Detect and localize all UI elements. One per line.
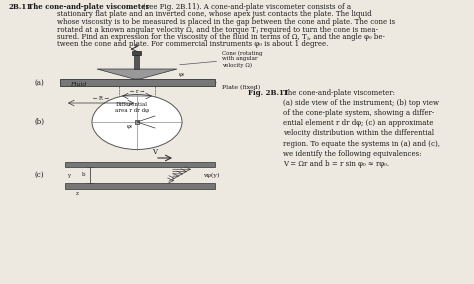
Bar — [135, 120, 139, 124]
Ellipse shape — [92, 95, 182, 149]
Text: vφ(y): vφ(y) — [203, 172, 219, 178]
Text: (b): (b) — [35, 118, 45, 126]
Text: p: p — [135, 43, 138, 48]
Bar — [65, 183, 215, 189]
Text: V: V — [152, 148, 157, 156]
Text: ← r →: ← r → — [130, 89, 144, 94]
Text: ← R →: ← R → — [93, 96, 109, 101]
Text: b: b — [82, 172, 85, 178]
Bar — [65, 162, 215, 167]
Text: (see Fig. 2B.11). A cone-and-plate viscometer consists of a: (see Fig. 2B.11). A cone-and-plate visco… — [143, 3, 351, 11]
Text: tween the cone and plate. For commercial instruments φ₀ is about 1 degree.: tween the cone and plate. For commercial… — [57, 41, 328, 49]
Text: sured. Find an expression for the viscosity of the fluid in terms of Ω, Tⱼ, and : sured. Find an expression for the viscos… — [57, 33, 385, 41]
Bar — [133, 51, 142, 55]
Text: z: z — [75, 191, 78, 196]
Polygon shape — [97, 69, 177, 79]
Bar — [135, 55, 139, 69]
Text: (c): (c) — [35, 171, 45, 179]
Text: Cone (rotating
with angular
velocity Ω): Cone (rotating with angular velocity Ω) — [180, 50, 263, 68]
Bar — [60, 79, 215, 86]
Text: 2B.11: 2B.11 — [8, 3, 31, 11]
Text: φ₀: φ₀ — [179, 72, 185, 77]
Text: φ₀: φ₀ — [127, 124, 133, 129]
Text: y: y — [67, 172, 70, 178]
Text: Fluid: Fluid — [70, 82, 86, 87]
Text: Differential
area r dr dφ: Differential area r dr dφ — [115, 102, 149, 113]
Text: Plate (fixed): Plate (fixed) — [215, 82, 260, 91]
Text: stationary flat plate and an inverted cone, whose apex just contacts the plate. : stationary flat plate and an inverted co… — [57, 11, 372, 18]
Text: rotated at a known angular velocity Ω, and the torque Tⱼ required to turn the co: rotated at a known angular velocity Ω, a… — [57, 26, 378, 34]
Text: The cone-and-plate viscometer:
(a) side view of the instrument; (b) top view
of : The cone-and-plate viscometer: (a) side … — [283, 89, 440, 168]
Text: (a): (a) — [35, 79, 45, 87]
Text: The cone-and-plate viscometer: The cone-and-plate viscometer — [28, 3, 149, 11]
Text: Fig. 2B.11: Fig. 2B.11 — [248, 89, 289, 97]
Text: whose viscosity is to be measured is placed in the gap between the cone and plat: whose viscosity is to be measured is pla… — [57, 18, 395, 26]
